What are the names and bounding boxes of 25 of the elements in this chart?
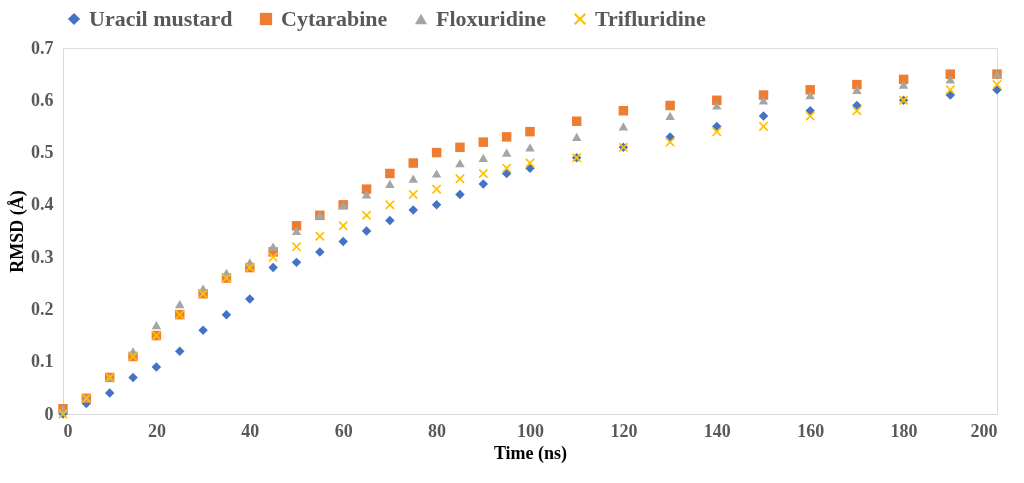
- x-tick-label: 160: [797, 420, 825, 441]
- legend-label: Uracil mustard: [89, 6, 233, 31]
- legend-label: Trifluridine: [595, 6, 707, 31]
- x-tick-label: 200: [970, 420, 998, 441]
- y-tick-label: 0.5: [31, 142, 54, 163]
- x-tick-label: 180: [890, 420, 918, 441]
- x-tick-label: 80: [428, 420, 447, 441]
- y-tick-label: 0.7: [31, 37, 54, 58]
- legend-label: Floxuridine: [436, 6, 547, 31]
- y-tick-label: 0.4: [31, 194, 54, 215]
- legend-label: Cytarabine: [281, 6, 388, 31]
- y-tick-label: 0: [44, 403, 54, 424]
- x-tick-label: 140: [703, 420, 731, 441]
- x-tick-label: 40: [241, 420, 260, 441]
- y-axis-title: RMSD (Å): [7, 190, 28, 273]
- x-tick-label: 120: [610, 420, 638, 441]
- x-axis-title: Time (ns): [493, 442, 568, 464]
- y-tick-label: 0.6: [31, 89, 54, 110]
- x-tick-label: 60: [334, 420, 353, 441]
- y-tick-label: 0.3: [31, 246, 54, 267]
- y-tick-label: 0.1: [31, 351, 54, 372]
- x-tick-label: 20: [147, 420, 166, 441]
- x-tick-label: 100: [517, 420, 544, 441]
- y-tick-label: 0.2: [31, 298, 54, 319]
- x-tick-label: 0: [63, 420, 73, 441]
